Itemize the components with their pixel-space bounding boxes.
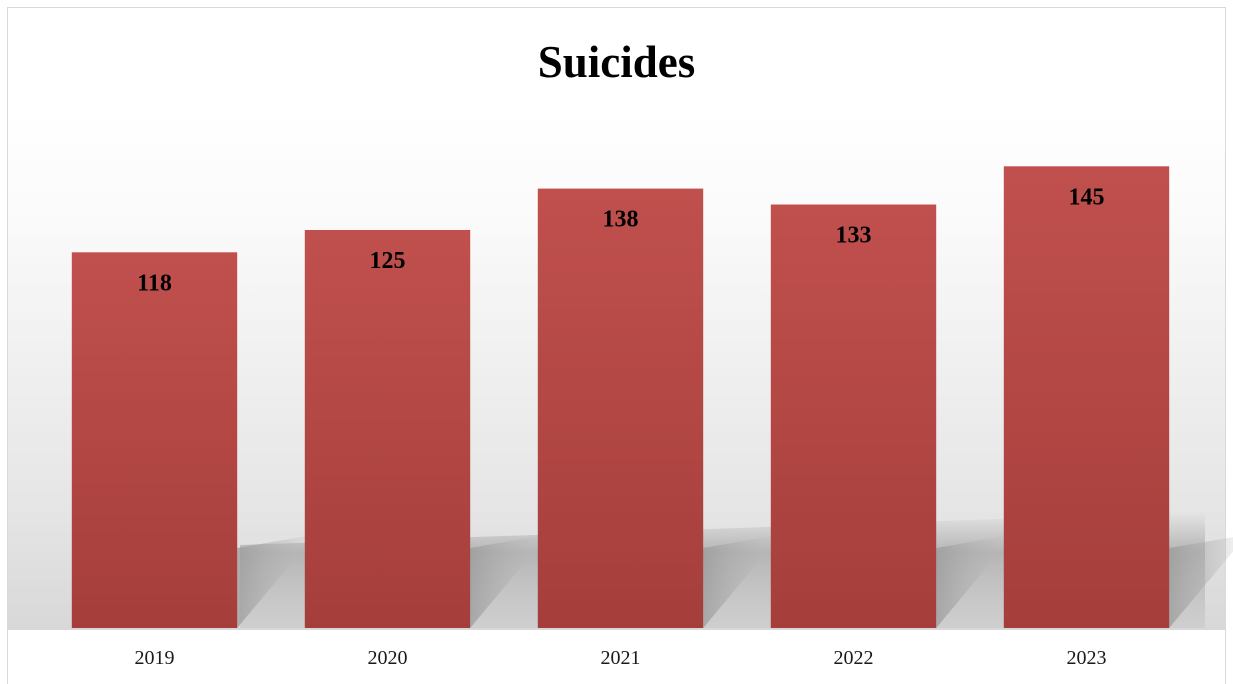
bar-2020 xyxy=(304,230,471,628)
bar-shadows xyxy=(237,536,1233,628)
data-label-2021: 138 xyxy=(603,207,639,233)
bar-shadow xyxy=(470,536,541,628)
bar-2019 xyxy=(71,252,238,629)
x-tick-label-2019: 2019 xyxy=(135,647,175,669)
bar-shadow xyxy=(703,536,774,628)
bar-2022 xyxy=(770,204,937,628)
data-labels: 118 125 138 133 145 xyxy=(137,184,1104,296)
data-label-2023: 145 xyxy=(1069,184,1105,210)
x-tick-label-2020: 2020 xyxy=(368,647,408,669)
x-tick-label-2021: 2021 xyxy=(601,647,641,669)
data-label-2020: 125 xyxy=(370,248,406,274)
x-tick-label-2023: 2023 xyxy=(1067,647,1107,669)
bar-shadow xyxy=(936,536,1007,628)
bar-series xyxy=(71,166,1170,629)
data-label-2019: 118 xyxy=(137,270,172,296)
x-tick-label-2022: 2022 xyxy=(834,647,874,669)
bar-2023 xyxy=(1003,166,1170,629)
x-axis-ticks: 2019 2020 2021 2022 2023 xyxy=(135,647,1107,669)
data-label-2022: 133 xyxy=(836,223,872,249)
bar-shadow xyxy=(1169,537,1233,628)
bar-2021 xyxy=(537,188,704,628)
bar-shadow xyxy=(237,536,308,628)
chart-title: Suicides xyxy=(537,37,696,87)
